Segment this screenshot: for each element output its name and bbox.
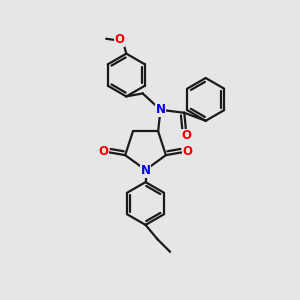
Text: O: O (98, 145, 109, 158)
Text: O: O (114, 33, 124, 46)
Text: O: O (182, 130, 192, 142)
Text: N: N (155, 103, 166, 116)
Text: N: N (140, 164, 151, 177)
Text: O: O (183, 145, 193, 158)
